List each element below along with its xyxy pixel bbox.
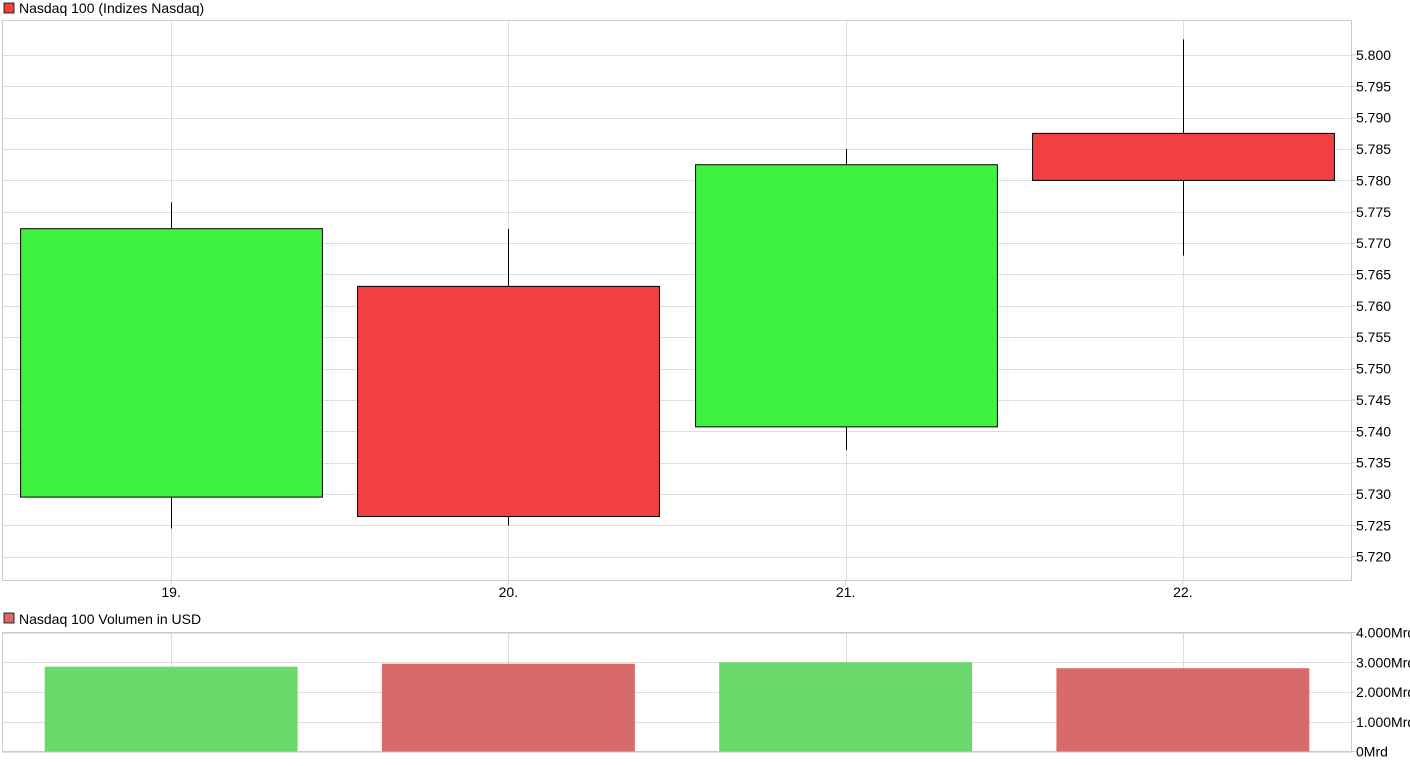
volume-bar bbox=[44, 666, 298, 752]
price-x-tick-label: 20. bbox=[499, 584, 518, 600]
candle-body bbox=[695, 164, 998, 428]
price-legend-swatch bbox=[3, 2, 15, 14]
price-chart-title: Nasdaq 100 (Indizes Nasdaq) bbox=[19, 0, 204, 16]
volume-y-tick-label: 4.000Mrd bbox=[1356, 625, 1410, 641]
price-y-tick-label: 5.790 bbox=[1356, 110, 1391, 126]
candle-body bbox=[357, 285, 660, 518]
price-y-axis: 5.720 5.725 5.730 5.735 5.740 5.745 5.750 5.755… bbox=[1351, 47, 1391, 565]
candle-body bbox=[1032, 132, 1335, 181]
price-y-tick-label: 5.730 bbox=[1356, 486, 1391, 502]
candle-body bbox=[20, 228, 323, 498]
volume-bar bbox=[1056, 668, 1310, 752]
price-y-tick-label: 5.720 bbox=[1356, 549, 1391, 565]
candlestick bbox=[357, 228, 660, 526]
price-y-tick-label: 5.775 bbox=[1356, 204, 1391, 220]
volume-y-tick-label: 0Mrd bbox=[1356, 744, 1388, 760]
price-y-tick-label: 5.760 bbox=[1356, 298, 1391, 314]
volume-legend-swatch bbox=[3, 612, 15, 624]
volume-y-axis: 0Mrd 1.000Mrd 2.000Mrd 3.000Mrd 4.000Mrd bbox=[1351, 625, 1410, 760]
price-y-tick-label: 5.750 bbox=[1356, 361, 1391, 377]
price-candles bbox=[20, 39, 1335, 529]
price-panel: Nasdaq 100 (Indizes Nasdaq) 5.7205.7255.… bbox=[2, 0, 1391, 600]
price-y-tick-label: 5.745 bbox=[1356, 392, 1391, 408]
price-y-tick-label: 5.735 bbox=[1356, 455, 1391, 471]
price-y-tick-label: 5.795 bbox=[1356, 78, 1391, 94]
volume-bar bbox=[381, 663, 635, 752]
price-y-tick-label: 5.770 bbox=[1356, 235, 1391, 251]
volume-bar bbox=[719, 662, 973, 752]
price-y-tick-label: 5.740 bbox=[1356, 423, 1391, 439]
price-y-tick-label: 5.765 bbox=[1356, 266, 1391, 282]
volume-chart-title: Nasdaq 100 Volumen in USD bbox=[19, 611, 201, 627]
volume-y-tick-label: 2.000Mrd bbox=[1356, 684, 1410, 700]
price-plot-frame bbox=[2, 20, 1352, 581]
candlestick bbox=[695, 149, 998, 451]
candlestick bbox=[1032, 39, 1335, 256]
volume-bars bbox=[44, 662, 1310, 752]
candlestick bbox=[20, 202, 323, 529]
price-x-tick-label: 21. bbox=[836, 584, 855, 600]
price-x-tick-label: 19. bbox=[161, 584, 180, 600]
price-x-tick-label: 22. bbox=[1173, 584, 1192, 600]
price-y-tick-label: 5.800 bbox=[1356, 47, 1391, 63]
price-y-tick-label: 5.785 bbox=[1356, 141, 1391, 157]
price-x-axis: 19. 20. 21. 22. bbox=[161, 580, 1193, 600]
price-y-tick-label: 5.755 bbox=[1356, 329, 1391, 345]
price-y-tick-label: 5.725 bbox=[1356, 517, 1391, 533]
volume-panel: Nasdaq 100 Volumen in USD 0Mrd 1.000Mrd 2.… bbox=[2, 611, 1410, 760]
volume-y-tick-label: 3.000Mrd bbox=[1356, 654, 1410, 670]
price-y-tick-label: 5.780 bbox=[1356, 172, 1391, 188]
volume-y-tick-label: 1.000Mrd bbox=[1356, 714, 1410, 730]
